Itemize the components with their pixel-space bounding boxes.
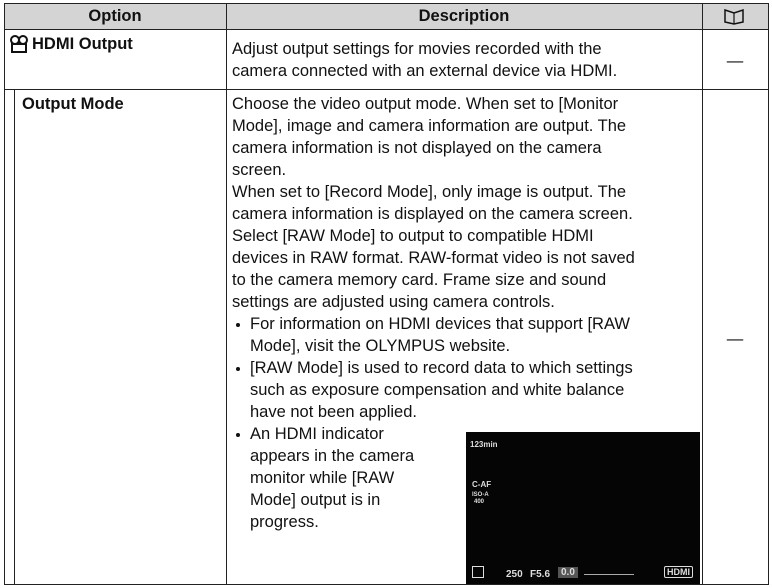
line: An HDMI indicator	[250, 425, 384, 443]
border	[4, 29, 769, 30]
screen-text: ISO-A	[472, 492, 489, 498]
line: devices in RAW format. RAW-format video …	[232, 249, 635, 267]
border	[768, 3, 769, 585]
line: screen.	[232, 161, 287, 179]
border	[226, 3, 227, 585]
screen-text: 123min	[470, 440, 498, 449]
screen-icon	[472, 566, 484, 578]
line: have not been applied.	[250, 403, 417, 421]
line: Choose the video output mode. When set t…	[232, 95, 619, 113]
line: appears in the camera	[250, 447, 415, 465]
bullet: [RAW Mode] is used to record data to whi…	[232, 357, 635, 423]
line: to the camera memory card. Frame size an…	[232, 271, 607, 289]
header-option: Option	[88, 7, 142, 25]
header-description: Description	[418, 7, 510, 25]
camera-screen: 123min C-AF ISO-A 400 250 F5.6 0.0 HDMI	[466, 432, 700, 584]
screen-text: C-AF	[472, 480, 492, 489]
screen-text: F5.6	[530, 569, 551, 580]
border	[4, 89, 769, 90]
option-name: Output Mode	[22, 95, 124, 113]
line: camera information is not displayed on t…	[232, 139, 602, 157]
reference: —	[726, 52, 744, 70]
line: camera information is displayed on the c…	[232, 205, 633, 223]
border	[4, 3, 769, 4]
bullet-dot	[236, 367, 240, 371]
screen-text: 400	[474, 499, 485, 505]
line: [RAW Mode] is used to record data to whi…	[250, 359, 633, 377]
description: Adjust output settings for movies record…	[232, 38, 617, 82]
line: For information on HDMI devices that sup…	[250, 315, 630, 333]
movie-icon	[10, 35, 28, 53]
line: such as exposure compensation and white …	[250, 381, 625, 399]
line: Mode], image and camera information are …	[232, 117, 627, 135]
description: Choose the video output mode. When set t…	[232, 93, 635, 533]
line: camera connected with an external device…	[232, 62, 618, 80]
line: Adjust output settings for movies record…	[232, 40, 602, 58]
reference-icon	[724, 8, 744, 25]
bullet: An HDMI indicator appears in the camera mo…	[232, 423, 635, 533]
screen-text: 0.0	[558, 567, 578, 578]
bullet-dot	[236, 433, 240, 437]
exposure-scale	[584, 574, 634, 575]
border	[4, 3, 5, 585]
reference: —	[726, 330, 744, 348]
line: Select [RAW Mode] to output to compatibl…	[232, 227, 594, 245]
line: monitor while [RAW	[250, 469, 395, 487]
option-name: HDMI Output	[32, 35, 133, 53]
line: settings are adjusted using camera contr…	[232, 293, 555, 311]
screen-text: 250	[506, 569, 523, 580]
border	[702, 3, 703, 585]
border	[4, 584, 769, 585]
line: When set to [Record Mode], only image is…	[232, 183, 627, 201]
line: progress.	[250, 513, 319, 531]
header-bg	[4, 3, 768, 29]
screen-text: HDMI	[664, 566, 693, 578]
line: Mode], visit the OLYMPUS website.	[250, 337, 511, 355]
bullet-dot	[236, 323, 240, 327]
border	[14, 89, 15, 585]
bullet: For information on HDMI devices that sup…	[232, 313, 635, 357]
line: Mode] output is in	[250, 491, 381, 509]
